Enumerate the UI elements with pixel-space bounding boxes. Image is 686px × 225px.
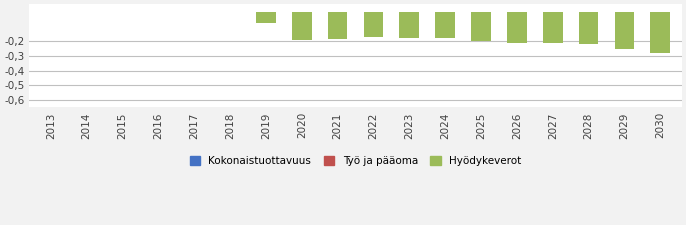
Bar — [650, 11, 670, 53]
Bar — [292, 11, 311, 40]
Bar — [436, 11, 455, 38]
Bar — [615, 11, 635, 49]
Bar — [328, 11, 348, 39]
Bar — [364, 11, 383, 37]
Bar — [507, 11, 527, 43]
Bar — [543, 11, 563, 43]
Bar — [256, 11, 276, 23]
Bar — [471, 11, 491, 41]
Bar — [579, 11, 598, 44]
Legend: Kokonaistuottavuus, Työ ja pääoma, Hyödykeverot: Kokonaistuottavuus, Työ ja pääoma, Hyödy… — [190, 156, 521, 166]
Bar — [399, 11, 419, 38]
